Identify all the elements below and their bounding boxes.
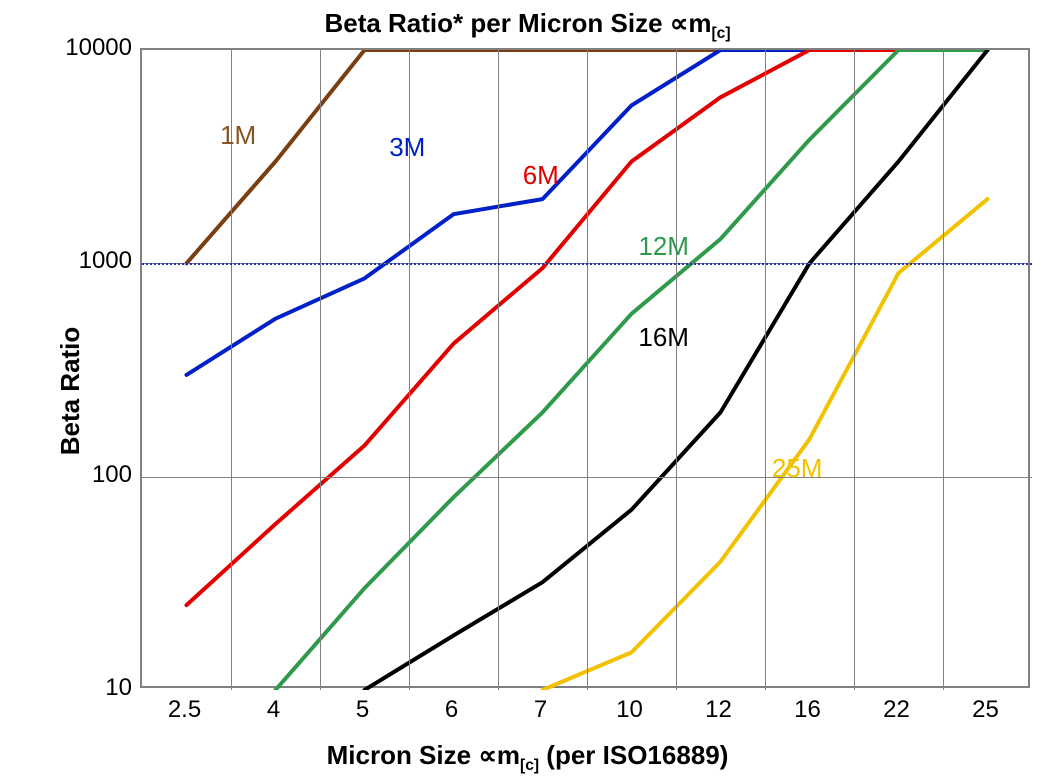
series-label-3M: 3M xyxy=(389,132,425,163)
gridline-vertical xyxy=(765,50,766,690)
y-tick-label: 100 xyxy=(42,461,132,489)
series-label-1M: 1M xyxy=(220,120,256,151)
title-sub: [c] xyxy=(711,25,730,42)
reference-line xyxy=(142,263,1032,265)
chart-container: Beta Ratio* per Micron Size ∝m[c] Beta R… xyxy=(0,0,1055,781)
gridline-vertical xyxy=(587,50,588,690)
gridline-vertical xyxy=(320,50,321,690)
x-tick-label: 4 xyxy=(267,696,280,724)
chart-title: Beta Ratio* per Micron Size ∝m[c] xyxy=(0,8,1055,43)
x-tick-label: 5 xyxy=(356,696,369,724)
x-tick-label: 22 xyxy=(883,696,910,724)
y-axis-label: Beta Ratio xyxy=(55,326,86,455)
gridline-vertical xyxy=(943,50,944,690)
x-tick-label: 25 xyxy=(972,696,999,724)
series-label-25M: 25M xyxy=(772,453,823,484)
x-tick-label: 7 xyxy=(534,696,547,724)
x-tick-label: 16 xyxy=(794,696,821,724)
x-tick-label: 6 xyxy=(445,696,458,724)
x-tick-label: 2.5 xyxy=(168,696,201,724)
series-label-12M: 12M xyxy=(638,231,689,262)
gridline-vertical xyxy=(854,50,855,690)
gridline-horizontal xyxy=(142,477,1032,478)
x-tick-label: 10 xyxy=(616,696,643,724)
plot-area xyxy=(140,48,1030,688)
y-tick-label: 1000 xyxy=(42,247,132,275)
series-label-6M: 6M xyxy=(523,160,559,191)
xlabel-sub: [c] xyxy=(520,757,539,774)
x-tick-label: 12 xyxy=(705,696,732,724)
title-sym: ∝m xyxy=(670,8,712,38)
gridline-vertical xyxy=(498,50,499,690)
x-axis-label: Micron Size ∝m[c] (per ISO16889) xyxy=(0,740,1055,775)
series-line-12M xyxy=(276,50,988,690)
series-label-16M: 16M xyxy=(638,322,689,353)
y-tick-label: 10 xyxy=(42,674,132,702)
xlabel-sym: ∝m xyxy=(478,740,520,770)
xlabel-prefix: Micron Size xyxy=(327,740,479,770)
gridline-vertical xyxy=(676,50,677,690)
y-tick-label: 10000 xyxy=(42,34,132,62)
xlabel-suffix: (per ISO16889) xyxy=(539,740,728,770)
title-prefix: Beta Ratio* per Micron Size xyxy=(324,8,669,38)
